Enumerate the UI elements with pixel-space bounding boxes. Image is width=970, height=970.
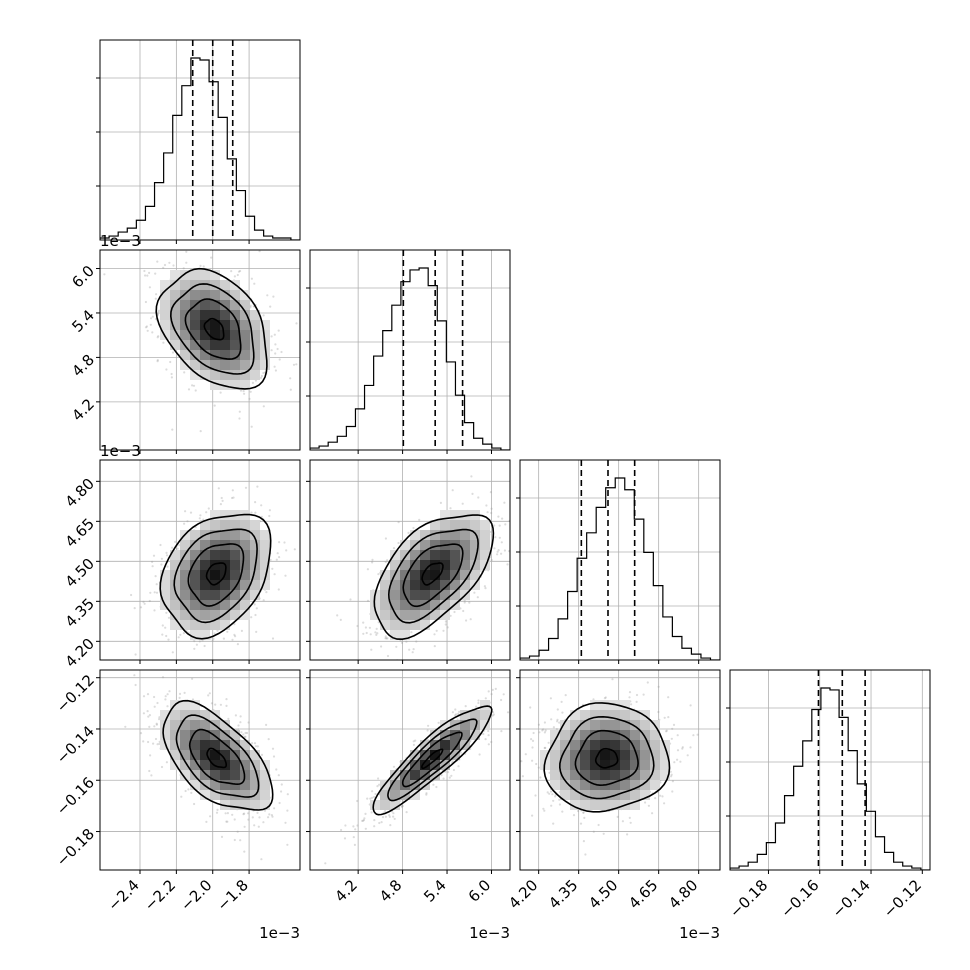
panel-frame bbox=[99, 669, 301, 871]
panel-frame bbox=[99, 39, 301, 241]
panel-frame bbox=[99, 459, 301, 661]
contour-line bbox=[173, 528, 258, 624]
contour-line bbox=[205, 562, 227, 586]
x-tick-label: 4.2 bbox=[331, 876, 361, 906]
contour-line bbox=[203, 317, 225, 341]
scatter-panel-1-2 bbox=[96, 249, 301, 454]
contour-line bbox=[402, 543, 464, 608]
contour-line bbox=[175, 714, 260, 798]
density-contours bbox=[155, 267, 268, 390]
contour-line bbox=[162, 699, 274, 811]
y-tick-label: 4.35 bbox=[62, 595, 98, 631]
y-tick-label: −0.18 bbox=[53, 825, 98, 870]
scatter-panel-2-3 bbox=[306, 459, 511, 664]
y-tick-label: −0.16 bbox=[53, 774, 98, 819]
contour-line bbox=[401, 731, 463, 788]
y-offset-label: 1e−3 bbox=[100, 232, 141, 250]
y-tick-label: 4.50 bbox=[62, 555, 98, 591]
contour-line bbox=[387, 718, 478, 802]
y-tick-label: −0.12 bbox=[53, 671, 98, 716]
contour-line bbox=[188, 728, 246, 786]
contour-line bbox=[594, 747, 619, 769]
density-contours bbox=[373, 514, 495, 641]
x-tick-label: 4.20 bbox=[505, 876, 541, 912]
density-contours bbox=[162, 699, 274, 811]
x-tick-label: 4.35 bbox=[545, 876, 581, 912]
hist-panel-3 bbox=[516, 459, 721, 664]
x-tick-label: −2.2 bbox=[141, 876, 179, 914]
contour-line bbox=[159, 513, 272, 640]
x-tick-label: 4.80 bbox=[665, 876, 701, 912]
panel-frame bbox=[729, 669, 931, 871]
histogram-step bbox=[100, 57, 300, 240]
y-tick-label: 6.0 bbox=[68, 262, 98, 292]
density-shading bbox=[370, 510, 490, 640]
contour-line bbox=[387, 528, 479, 624]
contour-line bbox=[206, 747, 227, 769]
y-tick-label: 4.2 bbox=[68, 395, 98, 425]
histogram-step bbox=[520, 477, 720, 660]
x-tick-label: −0.16 bbox=[777, 876, 822, 921]
x-tick-label: −0.14 bbox=[829, 876, 874, 921]
x-tick-label: 5.4 bbox=[420, 876, 450, 906]
hist-panel-1 bbox=[96, 39, 301, 244]
contour-line bbox=[372, 705, 493, 816]
contour-line bbox=[574, 729, 639, 787]
panel-frame bbox=[519, 669, 721, 871]
x-offset-label: 1e−3 bbox=[259, 924, 300, 942]
contour-line bbox=[155, 267, 268, 390]
hist-panel-2 bbox=[306, 249, 511, 454]
contour-line bbox=[169, 283, 255, 375]
contour-line bbox=[184, 298, 242, 360]
y-tick-label: −0.14 bbox=[53, 722, 98, 767]
x-tick-label: 4.65 bbox=[625, 876, 661, 912]
x-offset-label: 1e−3 bbox=[679, 924, 720, 942]
scatter-panel-2-4 bbox=[306, 669, 511, 874]
contour-line bbox=[187, 543, 245, 607]
x-tick-label: −1.8 bbox=[213, 876, 251, 914]
y-tick-label: 4.65 bbox=[62, 515, 98, 551]
contour-line bbox=[373, 514, 495, 641]
panel-frame bbox=[99, 249, 301, 451]
panel-frame bbox=[309, 669, 511, 871]
histogram-step bbox=[310, 267, 510, 450]
density-contours bbox=[543, 702, 671, 813]
panel-frame bbox=[309, 459, 511, 661]
density-contours bbox=[372, 705, 493, 816]
contour-line bbox=[543, 702, 671, 813]
x-tick-label: −2.4 bbox=[104, 876, 142, 914]
panel-frame bbox=[519, 459, 721, 661]
histogram-step bbox=[730, 687, 930, 870]
density-contours bbox=[159, 513, 272, 640]
x-tick-label: −0.18 bbox=[726, 876, 771, 921]
x-tick-label: −2.0 bbox=[177, 876, 215, 914]
x-tick-label: −0.12 bbox=[880, 876, 925, 921]
y-tick-label: 5.4 bbox=[68, 306, 98, 336]
x-tick-label: 6.0 bbox=[465, 876, 495, 906]
contour-line bbox=[421, 562, 444, 586]
y-tick-label: 4.80 bbox=[62, 475, 98, 511]
x-offset-label: 1e−3 bbox=[469, 924, 510, 942]
scatter-panel-1-3 bbox=[96, 459, 301, 664]
x-tick-label: 4.50 bbox=[585, 876, 621, 912]
x-tick-label: 4.8 bbox=[376, 876, 406, 906]
y-tick-label: 4.8 bbox=[68, 351, 98, 381]
y-tick-label: 4.20 bbox=[62, 635, 98, 671]
scatter-panel-3-4 bbox=[516, 669, 721, 874]
contour-line bbox=[421, 748, 444, 770]
panel-frame bbox=[309, 249, 511, 451]
hist-panel-4 bbox=[726, 669, 931, 874]
scatter-panel-1-4 bbox=[96, 669, 301, 874]
contour-line bbox=[558, 715, 655, 800]
y-offset-label: 1e−3 bbox=[100, 442, 141, 460]
